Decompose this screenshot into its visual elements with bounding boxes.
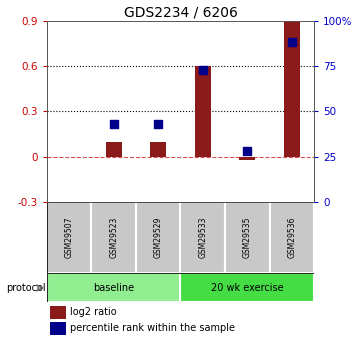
Text: GSM29536: GSM29536 bbox=[287, 217, 296, 258]
Text: baseline: baseline bbox=[93, 283, 134, 293]
Text: percentile rank within the sample: percentile rank within the sample bbox=[70, 324, 235, 334]
Bar bbox=[180, 273, 314, 303]
Text: protocol: protocol bbox=[6, 283, 46, 293]
Bar bbox=[151, 141, 166, 157]
Bar bbox=[49, 322, 66, 335]
Point bbox=[200, 67, 206, 72]
Bar bbox=[270, 202, 314, 273]
Point bbox=[289, 40, 295, 45]
Bar bbox=[91, 202, 136, 273]
Text: GSM29523: GSM29523 bbox=[109, 217, 118, 258]
Text: GSM29529: GSM29529 bbox=[154, 217, 163, 258]
Point bbox=[155, 121, 161, 127]
Bar bbox=[106, 141, 122, 157]
Bar bbox=[47, 202, 91, 273]
Point bbox=[244, 149, 250, 154]
Bar bbox=[284, 21, 300, 157]
Bar bbox=[47, 273, 180, 303]
Bar bbox=[180, 202, 225, 273]
Bar bbox=[49, 306, 66, 318]
Bar bbox=[239, 157, 255, 160]
Point bbox=[111, 121, 117, 127]
Text: log2 ratio: log2 ratio bbox=[70, 307, 116, 317]
Title: GDS2234 / 6206: GDS2234 / 6206 bbox=[123, 6, 238, 20]
Bar bbox=[225, 202, 270, 273]
Bar bbox=[195, 66, 210, 157]
Text: GSM29533: GSM29533 bbox=[198, 217, 207, 258]
Text: GSM29507: GSM29507 bbox=[65, 217, 74, 258]
Text: 20 wk exercise: 20 wk exercise bbox=[211, 283, 284, 293]
Text: GSM29535: GSM29535 bbox=[243, 217, 252, 258]
Bar bbox=[136, 202, 180, 273]
